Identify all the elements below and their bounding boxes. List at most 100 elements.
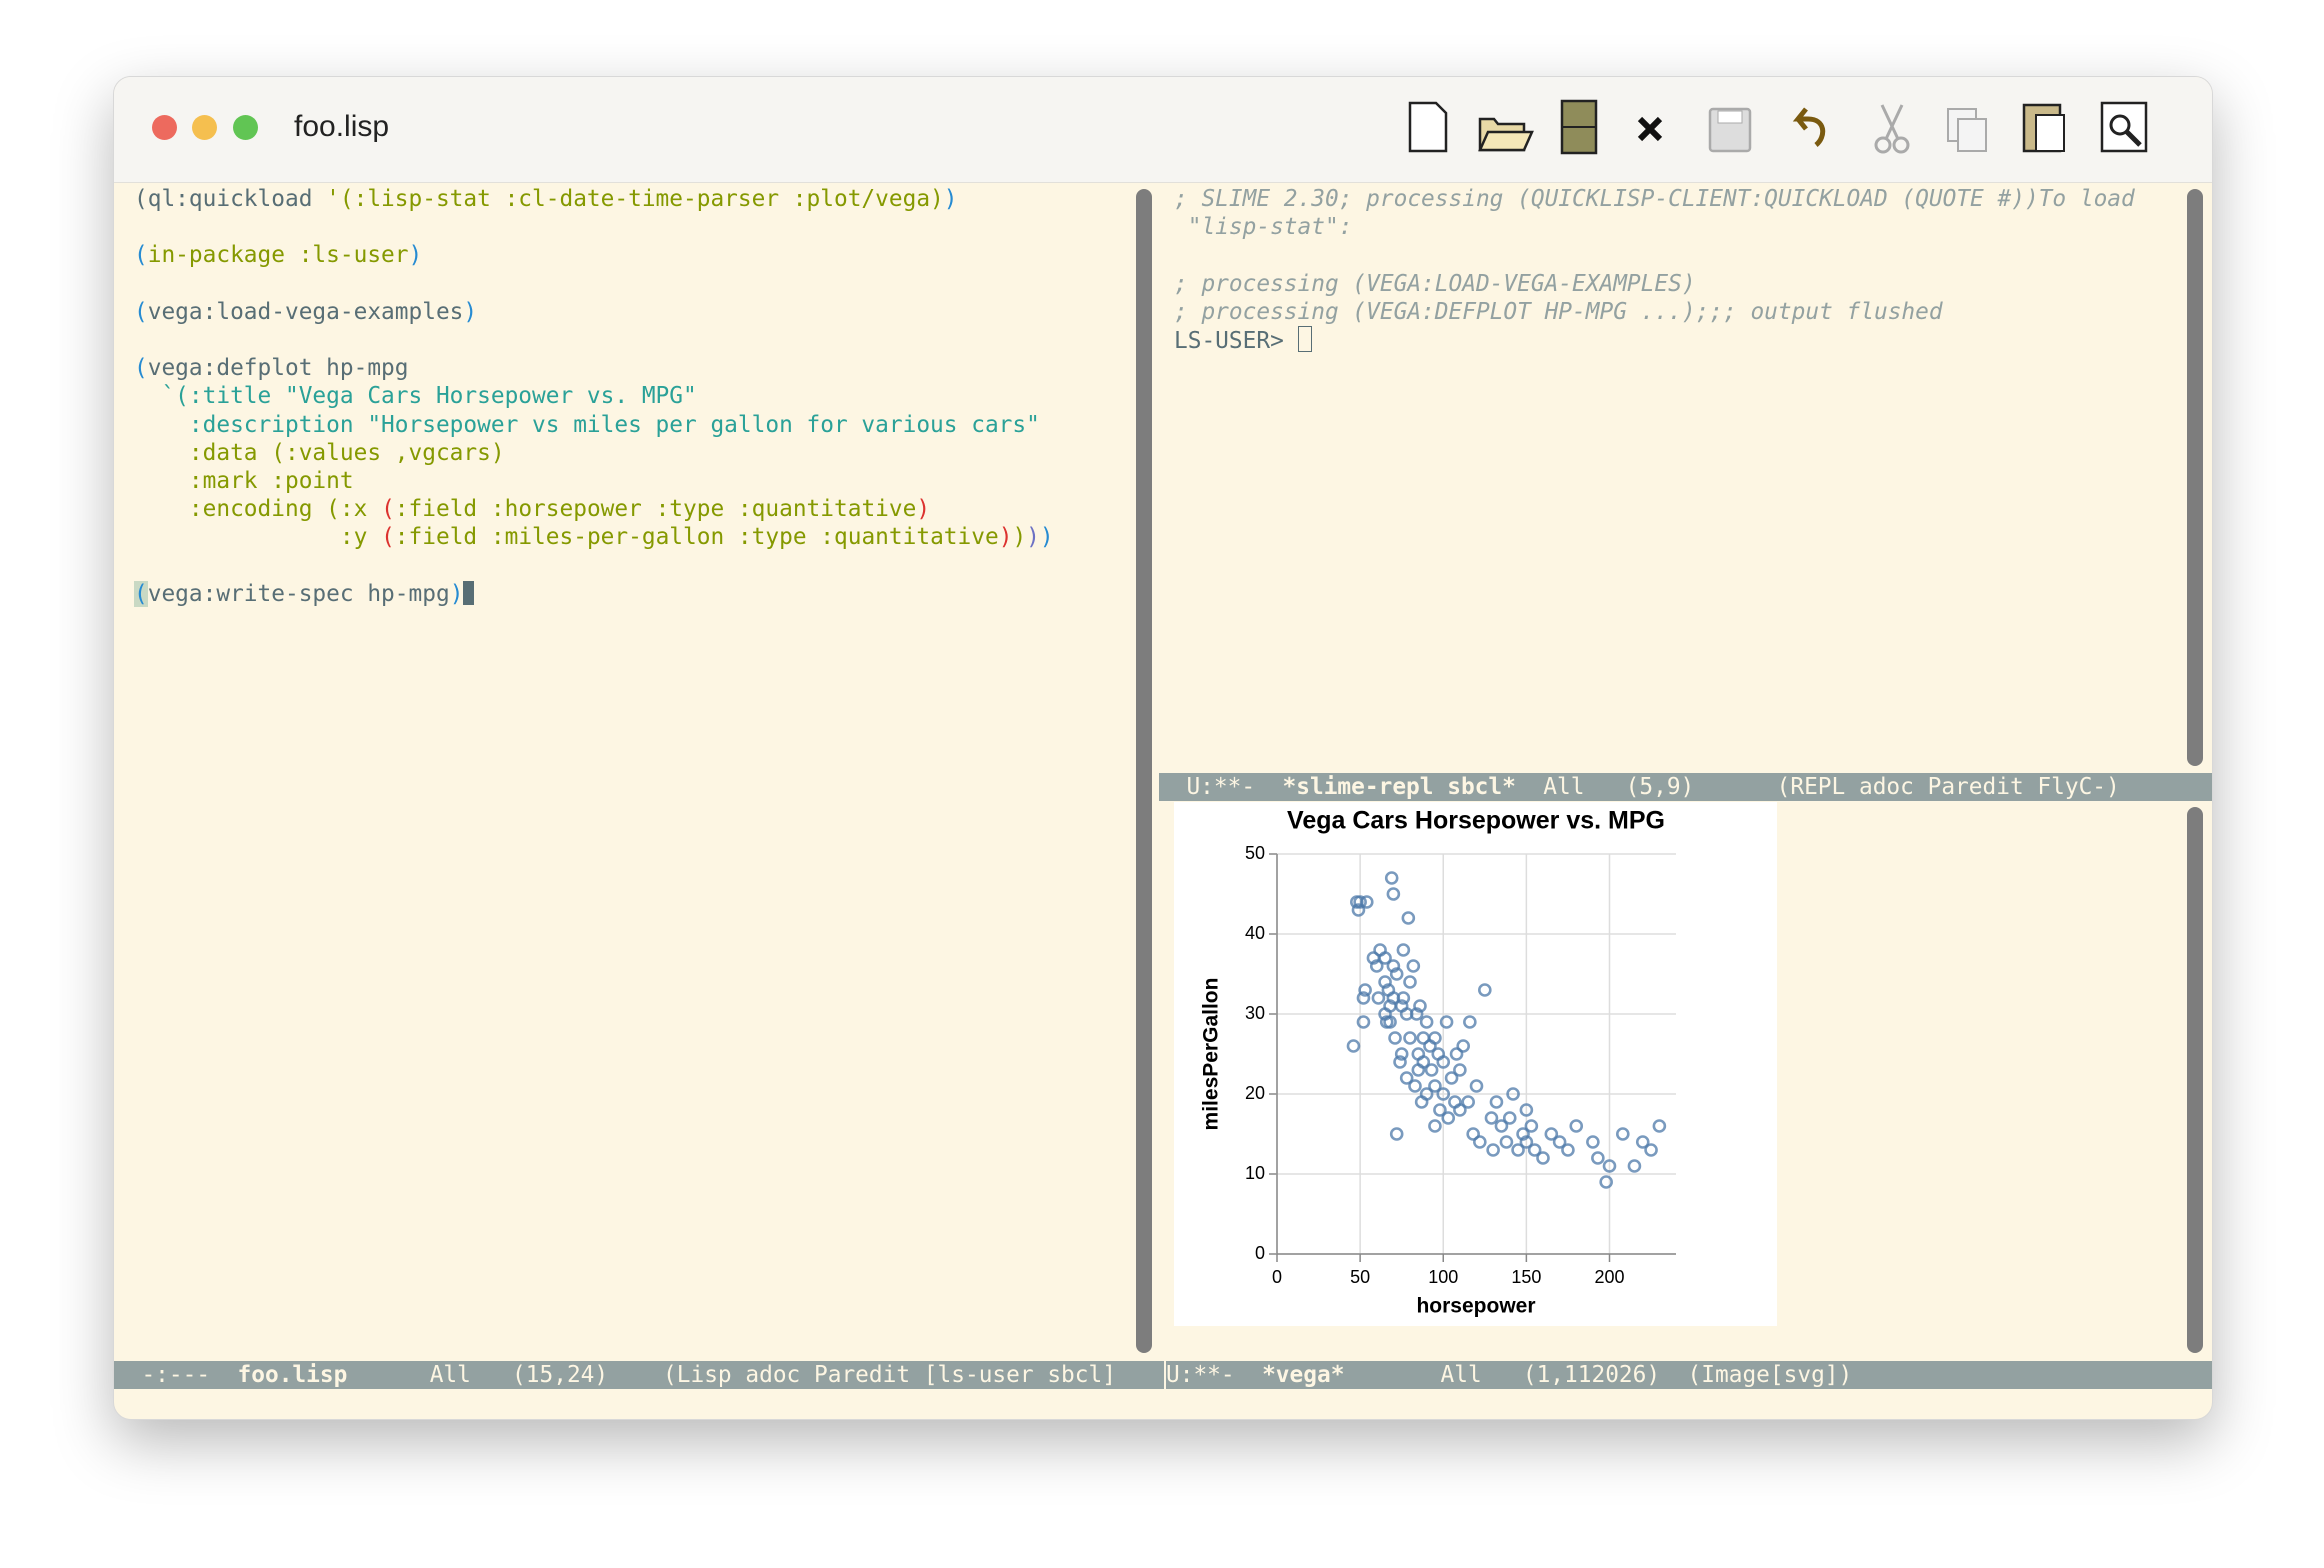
point <box>1386 959 1401 973</box>
point <box>1419 1087 1434 1101</box>
mode-status: U:**- <box>1166 1362 1263 1388</box>
new-file-icon[interactable] <box>1408 101 1448 153</box>
code-token: :description "Horsepower vs miles per ga… <box>134 411 1040 438</box>
plot-background <box>1174 802 1777 1326</box>
code-token: vega:defplot hp-mpg <box>147 355 409 382</box>
minimize-button[interactable] <box>192 115 217 140</box>
point <box>1516 1127 1530 1141</box>
open-icon[interactable] <box>1478 117 1534 152</box>
point <box>1436 1087 1451 1101</box>
point <box>1351 903 1366 917</box>
code-token: `(:title "Vega Cars Horsepower vs. MPG" <box>134 383 697 410</box>
code-token: ) <box>1012 524 1027 551</box>
x-tick-label: 50 <box>1350 1267 1370 1287</box>
point <box>1502 1111 1517 1125</box>
dired-icon[interactable] <box>1560 99 1598 155</box>
scrollbar[interactable] <box>2187 807 2203 1353</box>
copy-icon[interactable] <box>1947 108 1987 152</box>
point <box>1484 1111 1499 1125</box>
point <box>1403 975 1417 989</box>
repl-buffer[interactable]: ; SLIME 2.30; processing (QUICKLISP-CLIE… <box>1174 185 2135 354</box>
point <box>1401 911 1416 925</box>
point <box>1544 1127 1559 1141</box>
point <box>1519 1103 1534 1117</box>
point <box>1378 975 1392 989</box>
code-token: (ql:quickload <box>134 186 327 212</box>
point <box>1463 1015 1477 1029</box>
mode-line: U:**- *vega* All (1,112026) (Image[svg]) <box>1166 1361 2212 1389</box>
editor-buffer[interactable]: (ql:quickload '(:lisp-stat :cl-date-time… <box>134 185 1054 608</box>
point <box>1506 1087 1520 1101</box>
x-tick-label: 0 <box>1272 1267 1282 1287</box>
point <box>1353 895 1367 909</box>
scrollbar[interactable] <box>1136 189 1152 1353</box>
code-line: (in-package :ls-user) <box>134 241 1054 269</box>
point <box>1411 1063 1426 1077</box>
point <box>1644 1143 1658 1157</box>
zoom-button[interactable] <box>233 115 258 140</box>
paste-icon[interactable] <box>2022 103 2065 153</box>
point <box>1436 1055 1451 1069</box>
save-icon[interactable] <box>1708 107 1752 153</box>
point <box>1409 1007 1424 1021</box>
close-button[interactable] <box>152 115 177 140</box>
y-tick-label: 20 <box>1245 1083 1265 1103</box>
point <box>1552 1135 1567 1149</box>
code-line: :description "Horsepower vs miles per ga… <box>134 411 1054 439</box>
code-token: ) <box>408 242 423 269</box>
code-token: vega:write-spec hp-mpg <box>147 580 450 607</box>
point <box>1635 1135 1650 1149</box>
search-icon[interactable] <box>2100 101 2148 153</box>
mode-status: -:--- <box>141 1362 238 1388</box>
code-token: :mark :point <box>134 467 354 494</box>
point <box>1478 983 1492 997</box>
point <box>1386 887 1401 901</box>
point <box>1424 1063 1439 1077</box>
point <box>1388 1031 1402 1045</box>
point <box>1359 895 1374 909</box>
point <box>1439 1015 1454 1029</box>
point <box>1469 1079 1484 1093</box>
point <box>1449 1047 1464 1061</box>
title-bar: foo.lisp <box>114 77 2212 183</box>
y-tick-label: 40 <box>1245 923 1265 943</box>
mode-info: All (1,112026) (Image[svg]) <box>1344 1362 1853 1388</box>
emacs-window: foo.lisp (ql:quickload '(:lisp-stat :cl-… <box>113 76 2213 1420</box>
point <box>1602 1159 1617 1173</box>
point <box>1371 991 1386 1005</box>
buffer-name: *vega* <box>1262 1362 1345 1388</box>
mode-line: -:--- foo.lisp All (15,24) (Lisp adoc Pa… <box>114 1361 1164 1389</box>
point <box>1599 1175 1613 1189</box>
point <box>1384 871 1399 885</box>
cut-icon[interactable] <box>1874 104 1910 154</box>
point <box>1591 1151 1605 1165</box>
point <box>1393 1055 1407 1069</box>
point <box>1511 1143 1525 1157</box>
undo-icon[interactable] <box>1792 107 1826 147</box>
point <box>1356 1015 1371 1029</box>
point <box>1389 1127 1404 1141</box>
point <box>1616 1127 1630 1141</box>
point <box>1473 1135 1487 1149</box>
point <box>1358 983 1372 997</box>
scrollbar[interactable] <box>2187 189 2203 766</box>
point <box>1561 1143 1575 1157</box>
code-token: ) <box>943 186 958 212</box>
repl-line: ; processing (VEGA:LOAD-VEGA-EXAMPLES) <box>1174 270 1696 297</box>
code-token: :encoding (:x <box>134 496 382 523</box>
point <box>1413 999 1427 1013</box>
mode-info: All (15,24) (Lisp adoc Paredit [ls-user … <box>347 1362 1130 1388</box>
code-token: ( <box>381 496 395 523</box>
kill-buffer-icon[interactable] <box>1637 116 1663 142</box>
buffer-name: *slime-repl sbcl* <box>1282 774 1516 800</box>
point <box>1399 1071 1414 1085</box>
point <box>1627 1159 1642 1173</box>
repl-line: "lisp-stat": <box>1174 214 1353 241</box>
code-token: ) <box>1039 524 1054 551</box>
point <box>1536 1151 1550 1165</box>
point <box>1428 1079 1442 1093</box>
code-token: ) <box>916 496 931 523</box>
code-token: ) <box>463 298 478 325</box>
code-line: :data (:values ,vgcars) <box>134 439 1054 467</box>
mode-status: U:**- <box>1186 774 1283 800</box>
